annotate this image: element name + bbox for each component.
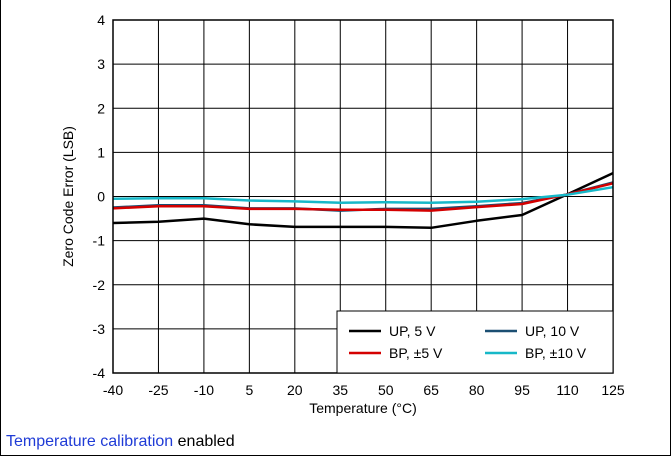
y-tick-label: 2: [97, 100, 105, 116]
y-tick-label: 0: [97, 189, 105, 205]
x-tick-label: 50: [378, 382, 394, 398]
y-tick-label: 4: [97, 12, 105, 28]
legend-box: [336, 310, 614, 374]
y-tick-label: -4: [93, 365, 106, 381]
x-tick-label: -25: [148, 382, 168, 398]
x-tick-label: -10: [194, 382, 214, 398]
series-line-2: [112, 182, 614, 212]
y-tick-label: 3: [97, 56, 105, 72]
legend-label-1: UP, 10 V: [525, 323, 580, 339]
zero-code-error-chart: 4 3 2 1 0 -1 -2 -3 -4-40 -25 -10 5 20 35 50 65 80 95 110 12…: [60, 12, 625, 416]
x-tick-label: 95: [514, 382, 530, 398]
x-axis-label: Temperature (°C): [309, 400, 417, 416]
legend-label-3: BP, ±10 V: [525, 345, 587, 361]
x-tick-label: -40: [103, 382, 123, 398]
caption-rest: enabled: [173, 433, 235, 450]
temperature-calibration-link[interactable]: Temperature calibration: [6, 433, 174, 450]
y-tick-label: 1: [97, 144, 105, 160]
x-tick-label: 80: [469, 382, 485, 398]
x-tick-label: 65: [423, 382, 439, 398]
series-line-3: [112, 185, 614, 204]
y-tick-label: -1: [93, 233, 106, 249]
x-tick-label: 20: [287, 382, 303, 398]
y-axis-label: Zero Code Error (LSB): [60, 126, 76, 267]
y-tick-label: -3: [93, 321, 106, 337]
x-tick-label: 125: [601, 382, 625, 398]
x-tick-label: 5: [245, 382, 253, 398]
series-line-0: [112, 171, 614, 230]
y-tick-label: -2: [93, 277, 106, 293]
legend-label-2: BP, ±5 V: [389, 345, 443, 361]
legend-label-0: UP, 5 V: [389, 323, 436, 339]
figure-caption: Temperature calibration enabled: [6, 433, 235, 451]
x-tick-label: 110: [556, 382, 579, 398]
x-tick-label: 35: [332, 382, 348, 398]
